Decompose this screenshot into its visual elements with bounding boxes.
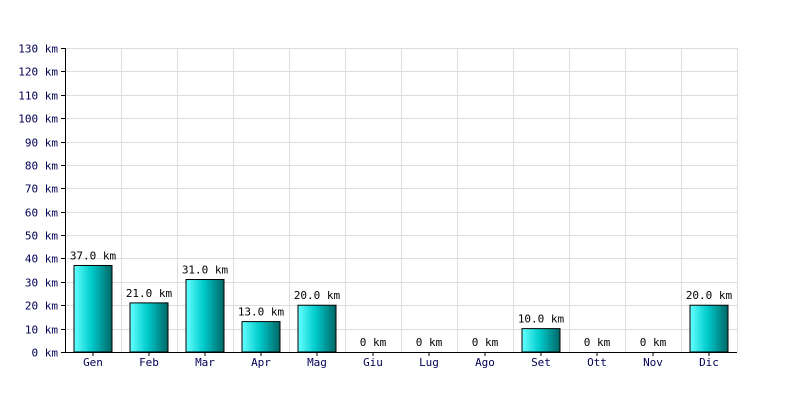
x-tick-label: Set: [531, 356, 551, 369]
labels: 0 km 10 km 20 km 30 km 40 km 50 km 60 km 70 km 8…: [18, 43, 732, 370]
grid: [65, 48, 738, 352]
x-tick-label: Mar: [195, 356, 215, 369]
x-tick-label: Gen: [83, 356, 103, 369]
x-tick-label: Dic: [699, 356, 719, 369]
y-tick-label: 80 km: [25, 160, 58, 173]
data-label: 0 km: [584, 336, 611, 349]
bar: [241, 321, 281, 353]
y-tick-label: 30 km: [25, 277, 58, 290]
bar: [129, 302, 169, 353]
y-tick-label: 60 km: [25, 207, 58, 220]
y-tick-label: 50 km: [25, 230, 58, 243]
x-tick-label: Giu: [363, 356, 383, 369]
x-tick-label: Mag: [307, 356, 327, 369]
bar: [689, 304, 729, 353]
y-tick-label: 100 km: [18, 113, 58, 126]
y-tick-label: 90 km: [25, 137, 58, 150]
data-label: 0 km: [472, 336, 499, 349]
y-tick-label: 0 km: [32, 347, 59, 360]
data-label: 0 km: [416, 336, 443, 349]
bar: [521, 328, 561, 353]
x-tick-label: Lug: [419, 356, 439, 369]
bar: [297, 304, 337, 353]
data-label: 10.0 km: [518, 313, 565, 326]
data-label: 21.0 km: [126, 287, 173, 300]
bar: [185, 279, 225, 353]
data-label: 20.0 km: [294, 289, 341, 302]
data-label: 13.0 km: [238, 306, 285, 319]
y-tick-label: 20 km: [25, 300, 58, 313]
x-tick-label: Ott: [587, 356, 607, 369]
y-tick-label: 10 km: [25, 324, 58, 337]
y-tick-label: 70 km: [25, 183, 58, 196]
x-tick-label: Apr: [251, 356, 271, 369]
data-label: 20.0 km: [686, 289, 733, 302]
y-tick-label: 40 km: [25, 253, 58, 266]
y-tick-label: 120 km: [18, 66, 58, 79]
y-tick-label: 130 km: [18, 43, 58, 56]
data-label: 0 km: [640, 336, 667, 349]
data-label: 37.0 km: [70, 249, 117, 262]
axes: [61, 48, 737, 356]
bar: [73, 264, 113, 353]
y-tick-label: 110 km: [18, 90, 58, 103]
x-tick-label: Nov: [643, 356, 663, 369]
x-tick-label: Feb: [139, 356, 159, 369]
data-label: 31.0 km: [182, 264, 229, 277]
x-tick-label: Ago: [475, 356, 495, 369]
data-label: 0 km: [360, 336, 387, 349]
